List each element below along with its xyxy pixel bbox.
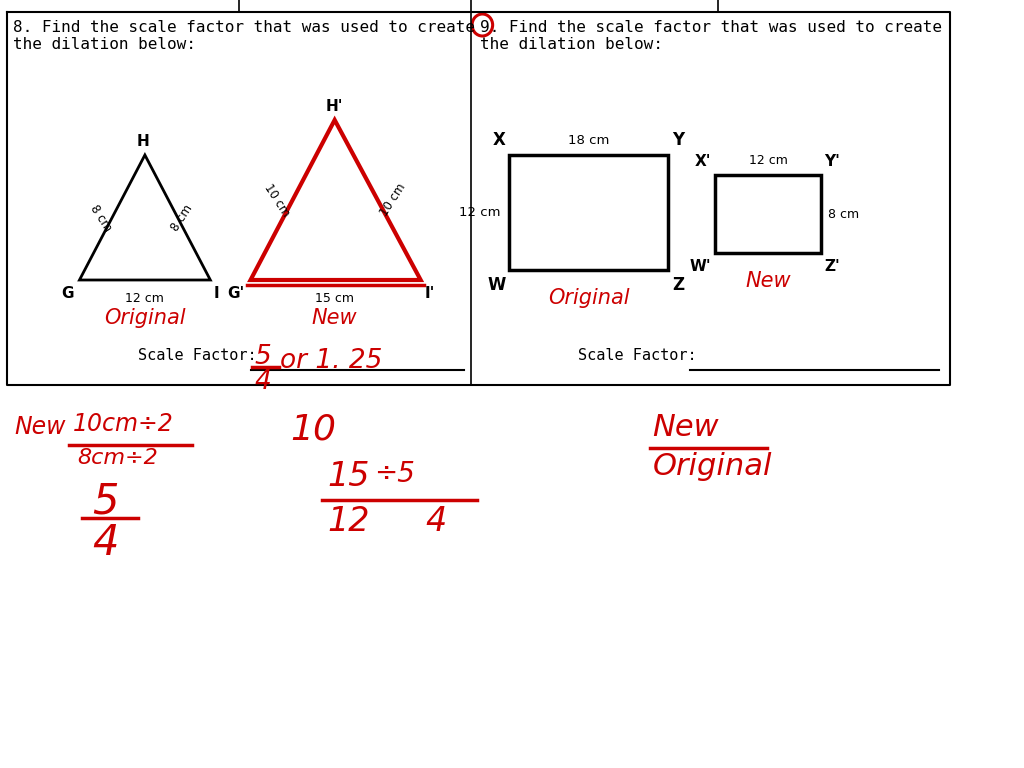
Text: 10: 10 [290,413,336,447]
Text: New: New [652,413,719,442]
Text: 5: 5 [92,480,119,522]
Text: 4: 4 [92,522,119,564]
Text: 8. Find the scale factor that was used to create
the dilation below:: 8. Find the scale factor that was used t… [13,20,475,52]
Text: 18 cm: 18 cm [568,134,609,147]
Text: ÷5: ÷5 [374,460,415,488]
Text: or 1. 25: or 1. 25 [281,348,383,374]
Text: 4: 4 [425,505,446,538]
Text: 15: 15 [328,460,370,493]
Text: Scale Factor:: Scale Factor: [578,348,706,363]
Text: 8 cm: 8 cm [828,207,859,220]
Text: Y: Y [672,131,684,149]
Text: Original: Original [652,452,772,481]
Text: New: New [14,415,66,439]
Text: 9. Find the scale factor that was used to create
the dilation below:: 9. Find the scale factor that was used t… [480,20,942,52]
Text: H: H [136,134,150,149]
Text: X': X' [695,154,712,169]
Text: W': W' [690,259,712,274]
Text: Scale Factor:: Scale Factor: [138,348,266,363]
Text: I: I [214,286,220,301]
Text: W: W [487,276,506,294]
Text: Z: Z [672,276,684,294]
Text: 12 cm: 12 cm [459,206,500,219]
Text: 4: 4 [254,369,271,395]
Text: 15 cm: 15 cm [315,292,354,305]
Text: Y': Y' [824,154,841,169]
Text: 10cm÷2: 10cm÷2 [73,412,174,436]
Text: G: G [61,286,74,301]
Text: 12: 12 [328,505,370,538]
Text: 10 cm: 10 cm [377,181,408,219]
Text: H': H' [326,99,343,114]
Text: I': I' [424,286,435,301]
Text: New: New [312,308,357,328]
Text: New: New [745,271,791,291]
Text: Z': Z' [824,259,841,274]
Text: 5: 5 [254,344,271,370]
Text: X: X [493,131,506,149]
Text: 10 cm: 10 cm [261,181,292,219]
Text: Original: Original [548,288,630,308]
Text: 8cm÷2: 8cm÷2 [78,448,159,468]
Text: 8 cm: 8 cm [88,202,115,233]
Text: 12 cm: 12 cm [126,292,164,305]
Text: 12 cm: 12 cm [749,154,787,167]
Text: G': G' [227,286,245,301]
Text: 8 cm: 8 cm [169,202,196,233]
Text: Original: Original [104,308,185,328]
